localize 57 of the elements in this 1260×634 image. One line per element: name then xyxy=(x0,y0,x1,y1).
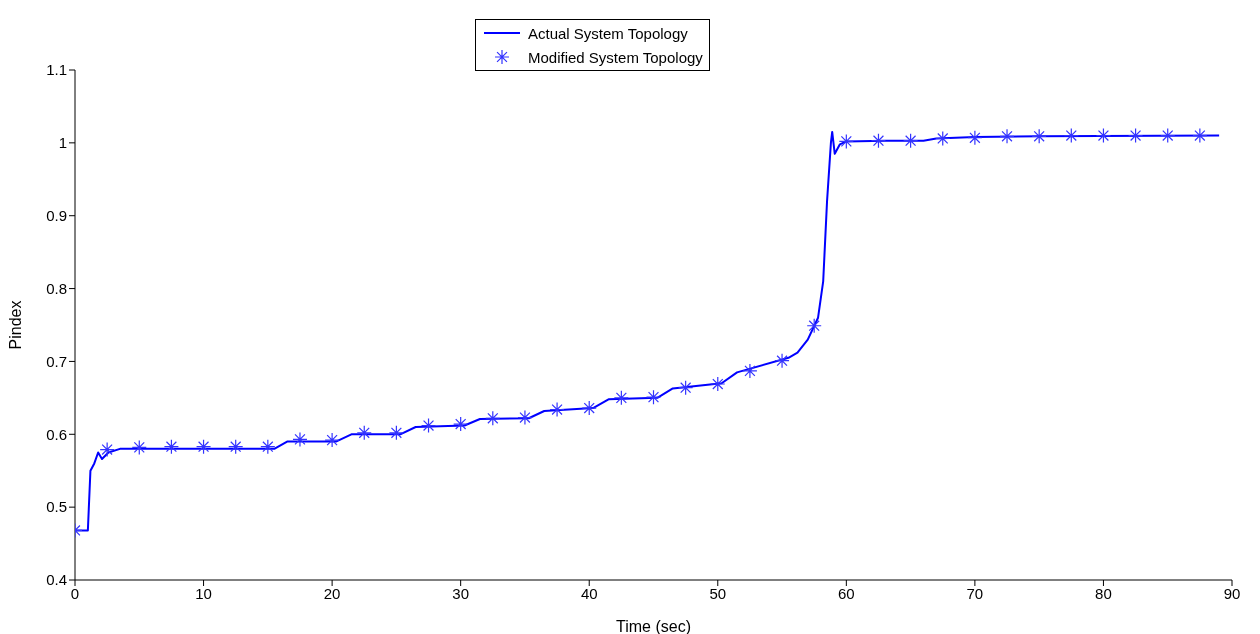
legend-label: Actual System Topology xyxy=(528,24,688,42)
point xyxy=(678,380,694,396)
point xyxy=(645,389,662,405)
y-tick-label: 0.4 xyxy=(46,571,67,589)
point xyxy=(228,439,244,455)
point xyxy=(1160,127,1176,144)
legend-label: Modified System Topology xyxy=(528,48,703,66)
point xyxy=(99,441,115,458)
x-tick-label: 50 xyxy=(709,584,727,602)
point xyxy=(806,318,822,334)
point xyxy=(453,416,469,432)
point xyxy=(903,133,919,149)
point xyxy=(1127,127,1144,144)
point xyxy=(1095,127,1112,144)
point xyxy=(131,439,147,455)
x-tick-label: 40 xyxy=(580,584,598,602)
y-axis-title: Pindex xyxy=(6,300,24,350)
point xyxy=(1192,127,1208,144)
y-tick-label: 0.6 xyxy=(46,425,67,443)
y-tick-label: 1.1 xyxy=(46,61,67,79)
point xyxy=(999,128,1015,144)
point xyxy=(485,410,501,426)
x-tick-label: 70 xyxy=(966,584,984,602)
y-tick-label: 0.8 xyxy=(46,279,67,297)
x-tick-label: 0 xyxy=(70,584,80,602)
y-tick-label: 0.7 xyxy=(46,352,67,370)
point xyxy=(967,130,983,146)
x-tick-label: 60 xyxy=(837,584,855,602)
point xyxy=(388,425,404,441)
point xyxy=(1031,128,1047,144)
point xyxy=(774,353,790,369)
point xyxy=(581,400,597,416)
y-tick-label: 0.9 xyxy=(46,207,67,225)
point xyxy=(356,425,372,441)
point xyxy=(742,363,758,379)
point xyxy=(935,130,951,147)
y-tick-label: 0.5 xyxy=(46,498,67,516)
line-series xyxy=(75,130,1221,532)
y-tick-label: 1 xyxy=(58,134,67,152)
point xyxy=(613,390,629,406)
x-tick-label: 90 xyxy=(1223,584,1241,602)
x-tick-label: 80 xyxy=(1095,584,1112,602)
point xyxy=(324,432,340,448)
point xyxy=(870,133,887,149)
x-tick-label: 30 xyxy=(452,584,470,602)
point xyxy=(1063,127,1079,144)
point xyxy=(838,133,854,149)
point xyxy=(710,376,726,392)
x-tick-label: 20 xyxy=(323,584,341,602)
x-tick-label: 10 xyxy=(195,584,212,602)
point xyxy=(195,439,212,455)
point xyxy=(163,439,180,455)
point xyxy=(517,409,533,426)
point xyxy=(549,401,565,418)
point xyxy=(292,431,308,447)
point xyxy=(420,417,437,434)
point xyxy=(260,439,276,455)
